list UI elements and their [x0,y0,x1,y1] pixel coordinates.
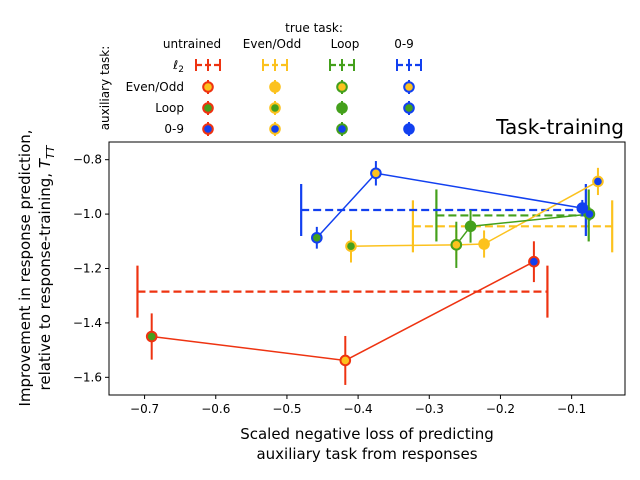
legend-row-label: Loop [155,101,184,115]
axes: −0.7 −0.6 −0.5 −0.4 −0.3 −0.2 −0.1 −1.6 −1.4 −1.2… [73,141,626,416]
series-line [151,261,535,362]
series-evenodd [345,167,604,263]
x-axis-label: Scaled negative loss of predicting [240,425,494,443]
legend-row-label: 0-9 [164,122,184,136]
data-point [528,255,540,268]
legend-row-label: ℓ2 [172,58,184,75]
x-tick-label: −0.5 [272,402,301,416]
legend-marker [269,81,281,93]
baseline-zero9 [300,184,587,237]
series-line [455,213,590,246]
series-line [350,180,599,247]
y-axis-label: relative to response-training, TTT [36,144,57,390]
legend-true-task-header: true task: [285,21,343,35]
chart-title: Task-training [495,115,624,139]
data-point [576,202,589,214]
x-tick-label: −0.1 [557,402,586,416]
x-tick-label: −0.7 [130,402,159,416]
baseline-untrained [136,265,549,318]
data-point [145,330,158,343]
x-axis-label: auxiliary task from responses [256,445,477,463]
data-point [370,167,382,180]
data-point [583,208,596,220]
legend-marker [403,81,415,93]
x-tick-label: −0.4 [344,402,373,416]
series-zero9 [311,161,589,249]
axis-labels: Scaled negative loss of predicting auxili… [16,129,494,463]
data-point [478,238,490,250]
legend-aux-task-header: auxiliary task: [98,46,112,131]
y-tick-label: −1.4 [73,316,102,330]
y-tick-label: −1.2 [73,262,102,276]
x-tick-label: −0.3 [415,402,444,416]
data-point [311,231,323,244]
series-loop [450,207,596,268]
data-point [450,239,463,251]
series-line [316,172,583,239]
data-point [464,220,477,233]
y-tick-label: −1.6 [73,370,102,384]
legend-marker [403,123,415,135]
legend-marker [202,81,214,93]
legend-marker [269,123,281,135]
series-untrained [145,241,540,385]
legend-column-label: Loop [331,37,360,51]
legend-marker [403,102,415,114]
y-axis-label: Improvement in response prediction, [16,129,34,406]
legend-marker [269,102,281,114]
legend-column-label: 0-9 [394,37,414,51]
legend-row-label: Even/Odd [126,80,184,94]
legend: true task: auxiliary task: untrained Even/O… [98,21,422,136]
baselines [136,184,614,318]
legend-column-label: Even/Odd [243,37,301,51]
legend-marker [336,81,348,93]
data-point [592,175,604,188]
legend-marker [202,102,214,114]
baseline-loop [435,189,590,242]
data-point [345,240,357,252]
y-tick-label: −1.0 [73,207,102,221]
data-point [339,354,352,367]
legend-marker [336,102,348,114]
legend-column-label: untrained [163,37,221,51]
legend-marker [202,123,214,135]
x-tick-label: −0.6 [201,402,230,416]
x-tick-label: −0.2 [486,402,515,416]
y-tick-label: −0.8 [73,153,102,167]
series [145,161,604,385]
legend-marker [336,123,348,135]
